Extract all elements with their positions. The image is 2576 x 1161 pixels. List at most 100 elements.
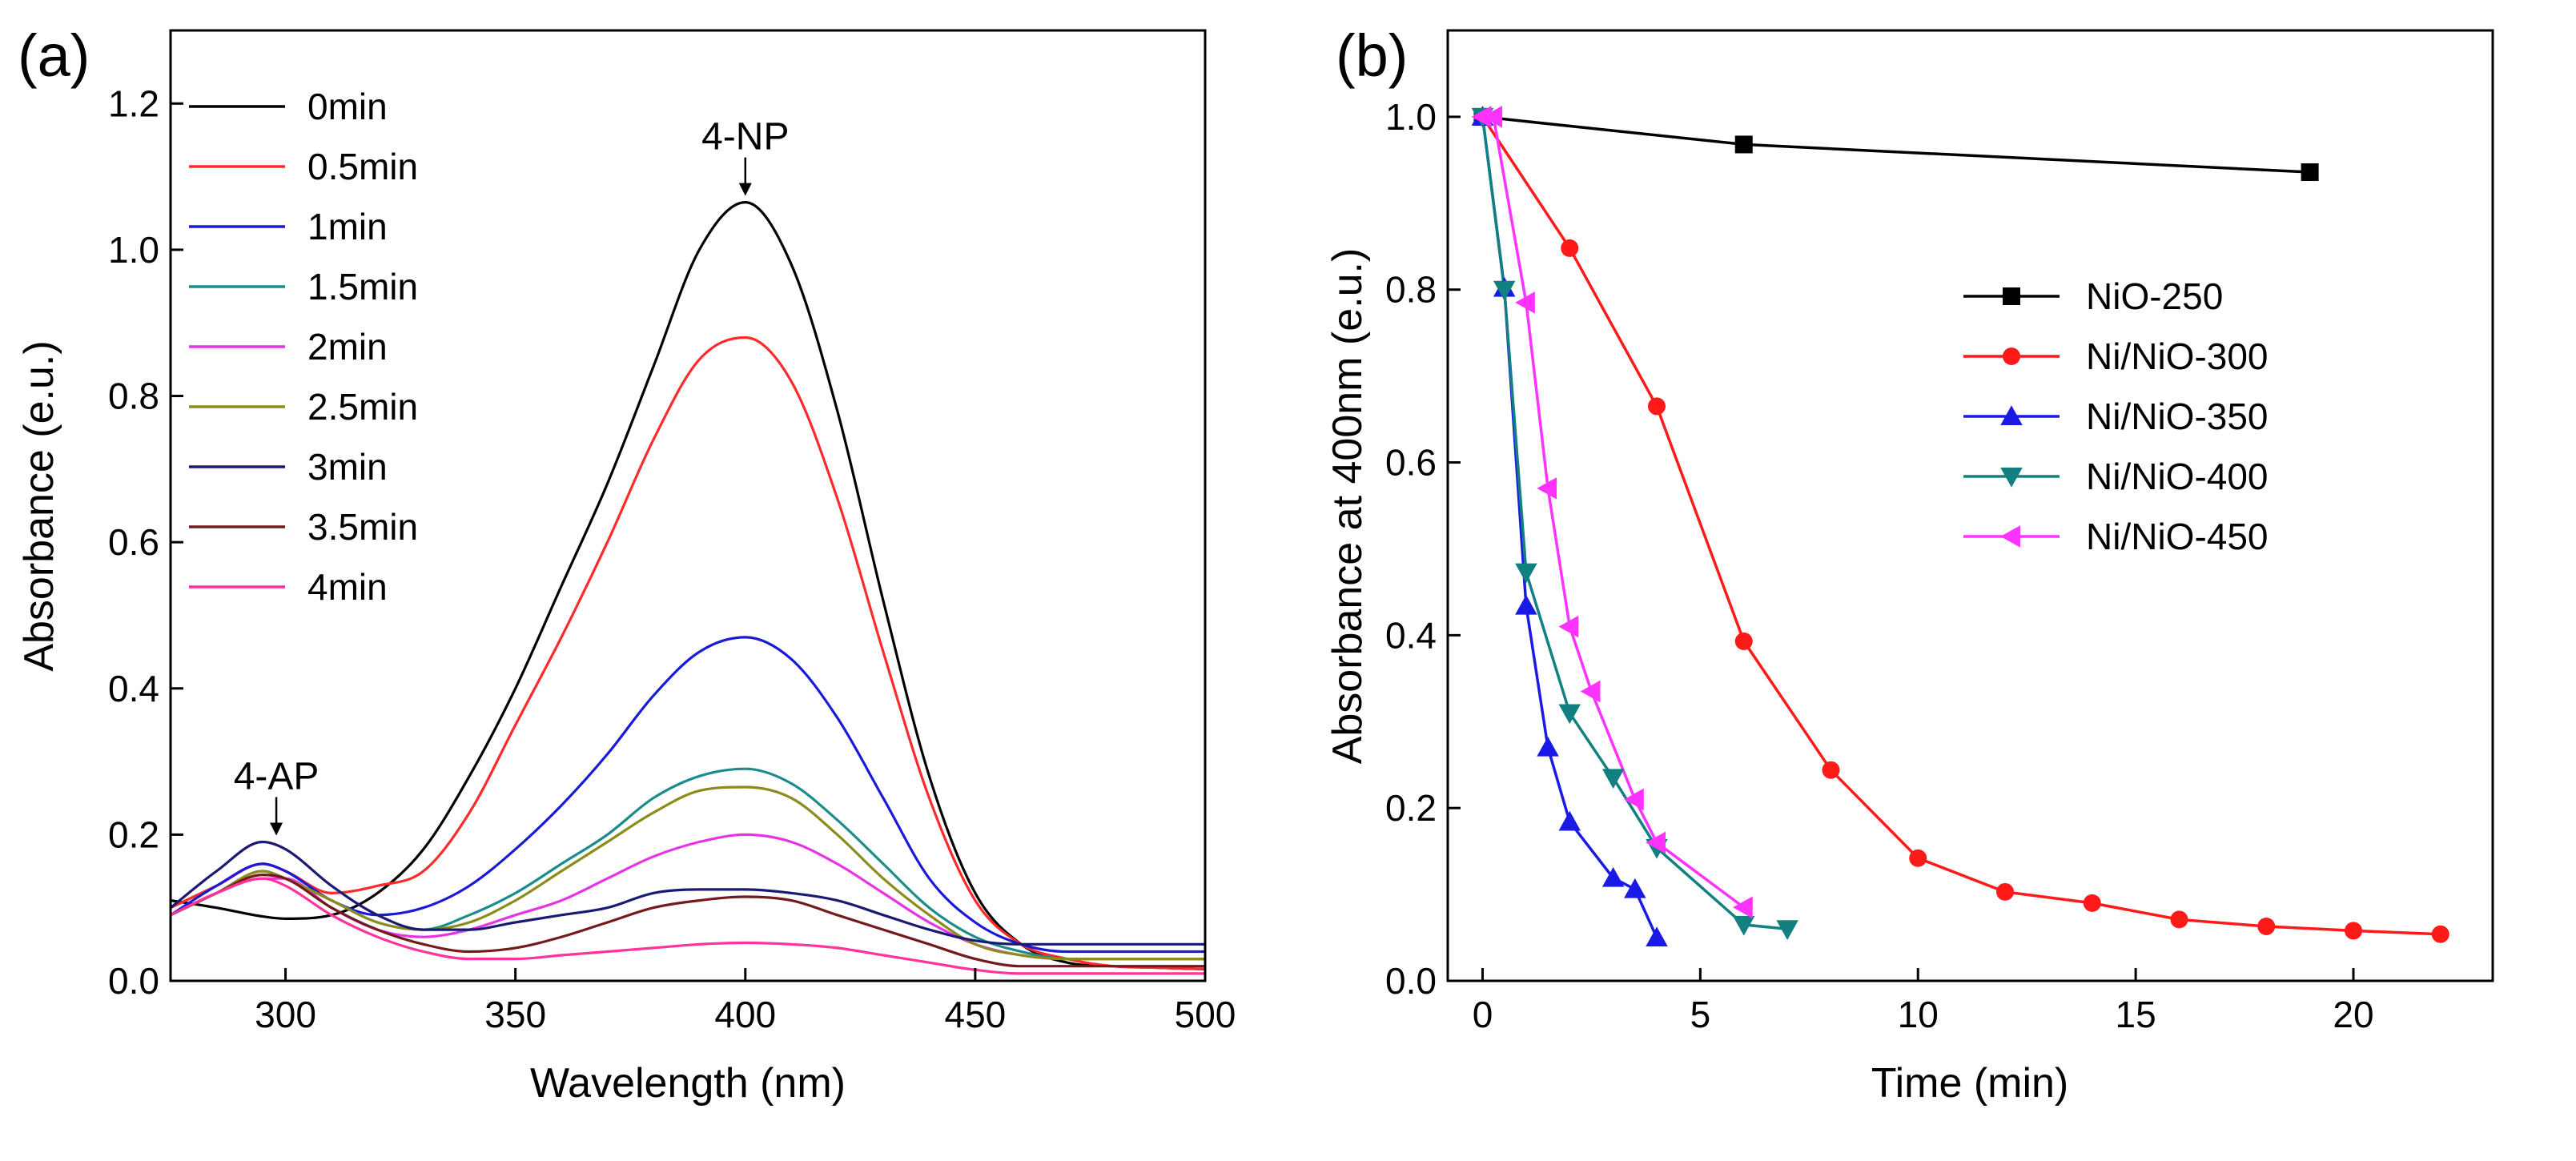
data-point-ni-nio-350 xyxy=(1558,810,1581,831)
panel-a-y-tick-label: 0.0 xyxy=(108,960,159,1002)
panel-a-y-tick-label: 0.6 xyxy=(108,521,159,563)
data-point-ni-nio-300 xyxy=(1822,761,1840,779)
legend-marker-nio-250 xyxy=(2003,287,2020,305)
data-point-ni-nio-350 xyxy=(1646,926,1668,947)
panel-b-x-tick-label: 10 xyxy=(1898,994,1939,1035)
panel-b-legend: NiO-250 Ni/NiO-300 Ni/NiO-350 Ni/NiO-400 Ni/… xyxy=(1963,275,2269,557)
annotation-4-np-label: 4-NP xyxy=(701,116,789,159)
legend-label-0min: 0min xyxy=(307,86,388,127)
panel-b-y-axis-title: Absorbance at 400nm (e.u.) xyxy=(1324,248,1371,765)
panel-b-y-tick-label: 0.8 xyxy=(1385,269,1437,311)
panel-b-y-tick-label: 0.4 xyxy=(1385,614,1437,656)
data-point-ni-nio-350 xyxy=(1624,878,1646,898)
annotation-4-ap-label: 4-AP xyxy=(234,756,319,798)
panel-b-y-tick-label: 0.2 xyxy=(1385,787,1437,829)
series-line-4min xyxy=(171,877,1205,975)
panel-b-y-tick-label: 0.6 xyxy=(1385,442,1437,484)
panel-b-x-tick-label: 20 xyxy=(2333,994,2373,1035)
panel-a-y-tick-label: 0.4 xyxy=(108,668,159,709)
panel-b-label: (b) xyxy=(1336,22,1408,89)
data-point-nio-250 xyxy=(2301,163,2319,181)
data-point-ni-nio-300 xyxy=(2170,910,2188,929)
data-point-ni-nio-400 xyxy=(1776,920,1798,941)
data-point-ni-nio-450 xyxy=(1537,477,1557,500)
panel-a-x-axis-title: Wavelength (nm) xyxy=(530,1060,846,1107)
panel-a-x-tick-label: 500 xyxy=(1175,994,1236,1035)
data-point-ni-nio-300 xyxy=(1909,849,1927,867)
data-point-ni-nio-300 xyxy=(2257,918,2276,936)
panel-a-ticks: 300 350 400 450 500 0.0 0.2 0.4 0.6 0.8 1.0 1.2 xyxy=(108,82,1236,1035)
legend-marker-ni-nio-400 xyxy=(2000,468,2023,488)
panel-a-y-axis-title: Absorbance (e.u.) xyxy=(16,340,62,671)
series-line-1-5min xyxy=(171,767,1205,961)
data-point-ni-nio-400 xyxy=(1515,563,1537,584)
data-point-ni-nio-350 xyxy=(1515,594,1537,615)
panel-b-y-tick-label: 1.0 xyxy=(1385,96,1437,138)
series-line-2-5min xyxy=(171,785,1205,961)
data-point-ni-nio-400 xyxy=(1601,769,1625,789)
data-point-ni-nio-300 xyxy=(1996,882,2014,901)
series-line-ni-nio-300 xyxy=(1481,115,2441,936)
panel-a-x-tick-label: 300 xyxy=(255,994,316,1035)
panel-a-legend: 0min 0.5min 1min 1.5min 2min 2.5min 3min 3.5min… xyxy=(189,86,418,608)
data-point-nio-250 xyxy=(1734,135,1753,154)
data-point-ni-nio-450 xyxy=(1558,615,1579,638)
data-point-ni-nio-450 xyxy=(1733,896,1753,919)
legend-label-2-5min: 2.5min xyxy=(307,386,418,428)
panel-a-x-tick-label: 400 xyxy=(714,994,776,1035)
panel-a-y-tick-label: 1.2 xyxy=(108,82,159,124)
series-line-ni-nio-400 xyxy=(1481,116,1788,931)
legend-label-2min: 2min xyxy=(307,326,388,368)
data-point-ni-nio-450 xyxy=(1471,106,1492,128)
legend-label-ni-nio-350: Ni/NiO-350 xyxy=(2086,396,2269,437)
legend-marker-ni-nio-450 xyxy=(2000,525,2020,548)
annotation-4-ap-arrow-head xyxy=(270,822,283,836)
series-line-3-5min xyxy=(171,873,1205,968)
panel-a-absorbance-spectra: (a) 300 350 400 450 500 0.0 0.2 0.4 0.6 0.8 1.0 1.2… xyxy=(16,22,1236,1107)
data-point-ni-nio-400 xyxy=(1493,280,1516,301)
panel-a-annotations: 4-NP 4-AP xyxy=(234,116,789,836)
data-point-ni-nio-450 xyxy=(1515,291,1535,314)
panel-a-x-tick-label: 450 xyxy=(945,994,1007,1035)
legend-label-ni-nio-300: Ni/NiO-300 xyxy=(2086,335,2269,377)
panel-b-absorbance-vs-time: (b) 0 5 10 15 20 0.0 0.2 0.4 0.6 0.8 1.0 Time (min… xyxy=(1324,22,2494,1107)
panel-a-plot-area xyxy=(171,200,1205,975)
panel-b-ticks: 0 5 10 15 20 0.0 0.2 0.4 0.6 0.8 1.0 xyxy=(1385,96,2374,1035)
panel-b-x-tick-label: 0 xyxy=(1473,994,1493,1035)
data-point-ni-nio-450 xyxy=(1482,106,1503,128)
legend-label-1-5min: 1.5min xyxy=(307,266,418,307)
panel-b-x-tick-label: 5 xyxy=(1690,994,1711,1035)
panel-a-y-tick-label: 0.8 xyxy=(108,376,159,417)
legend-label-3-5min: 3.5min xyxy=(307,506,418,548)
legend-label-3min: 3min xyxy=(307,446,388,488)
series-line-nio-250 xyxy=(1482,115,2310,174)
panel-a-label: (a) xyxy=(18,22,90,89)
data-point-ni-nio-450 xyxy=(1580,680,1601,703)
series-line-0-5min xyxy=(171,335,1205,970)
data-point-ni-nio-400 xyxy=(1558,704,1581,725)
panel-b-frame xyxy=(1446,29,2494,982)
legend-label-1min: 1min xyxy=(307,206,388,247)
data-point-ni-nio-300 xyxy=(2083,894,2101,912)
panel-a-y-tick-label: 0.2 xyxy=(108,814,159,855)
data-point-ni-nio-300 xyxy=(2345,922,2362,940)
legend-marker-ni-nio-300 xyxy=(2003,347,2020,365)
panel-b-series-markers xyxy=(1471,106,2449,947)
panel-b-x-axis-title: Time (min) xyxy=(1871,1060,2069,1107)
legend-label-4min: 4min xyxy=(307,566,388,608)
panel-b-x-tick-label: 15 xyxy=(2116,994,2156,1035)
series-line-3min xyxy=(171,840,1205,946)
panel-a-series-group xyxy=(171,200,1205,975)
legend-marker-ni-nio-350 xyxy=(2000,405,2023,425)
legend-label-nio-250: NiO-250 xyxy=(2086,275,2223,317)
panel-b-series-lines xyxy=(1481,115,2441,938)
panel-a-frame xyxy=(169,29,1207,982)
data-point-ni-nio-300 xyxy=(1648,397,1666,416)
data-point-ni-nio-450 xyxy=(1646,831,1666,854)
panel-a-x-tick-label: 350 xyxy=(484,994,546,1035)
data-point-ni-nio-450 xyxy=(1624,788,1644,811)
data-point-ni-nio-300 xyxy=(1734,632,1753,650)
legend-label-ni-nio-400: Ni/NiO-400 xyxy=(2086,456,2269,497)
panel-a-y-tick-label: 1.0 xyxy=(108,229,159,271)
